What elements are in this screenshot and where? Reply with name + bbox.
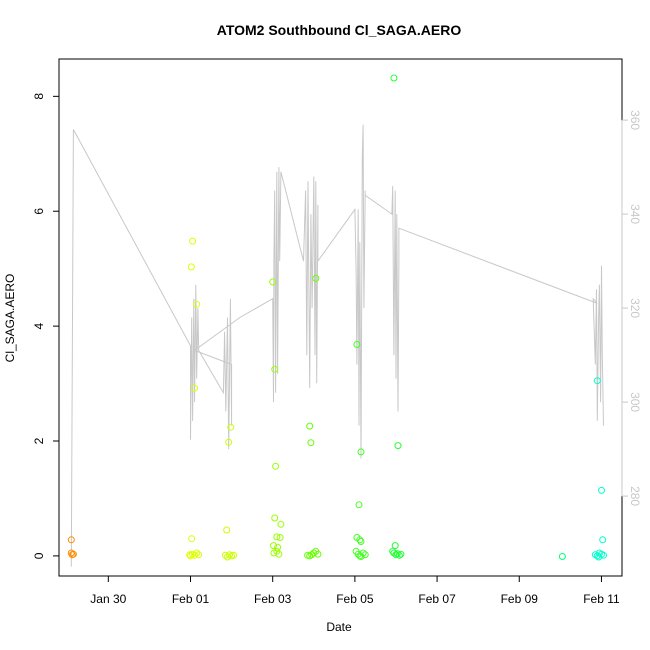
data-point <box>188 535 196 543</box>
data-point <box>277 520 285 528</box>
data-point <box>359 549 367 557</box>
data-point <box>225 438 233 446</box>
data-point <box>593 377 601 385</box>
data-point <box>223 526 231 534</box>
y-tick-label: 6 <box>32 208 46 215</box>
x-axis: Jan 30 Feb 01 Feb 03 Feb 05 Feb 07 Feb 09 Feb … <box>90 575 620 606</box>
data-point <box>599 536 607 544</box>
x-tick-label: Feb 11 <box>583 592 620 606</box>
data-point <box>187 263 195 271</box>
data-point <box>193 549 201 557</box>
data-point <box>355 501 363 509</box>
data-point <box>306 422 314 430</box>
y2-axis: 280 300 320 340 360 <box>621 110 642 506</box>
data-point <box>230 551 238 559</box>
data-point <box>390 74 398 82</box>
data-point <box>191 384 199 392</box>
data-point <box>356 536 364 544</box>
x-tick-label: Feb 07 <box>418 592 456 606</box>
data-point <box>224 553 231 561</box>
data-point <box>193 300 201 308</box>
data-point <box>361 551 369 559</box>
y2-tick-label: 300 <box>628 392 642 412</box>
data-point <box>271 514 279 522</box>
y2-tick-label: 280 <box>628 486 642 506</box>
data-point <box>191 551 199 559</box>
data-point <box>595 553 603 561</box>
data-point <box>227 423 235 431</box>
chart-title: ATOM2 Southbound Cl_SAGA.AERO <box>217 22 462 38</box>
data-point <box>312 274 320 282</box>
data-point <box>187 552 194 560</box>
data-point <box>391 542 399 550</box>
plot-frame <box>58 58 623 577</box>
data-point <box>307 439 315 447</box>
data-point <box>394 442 402 450</box>
data-point <box>272 462 280 470</box>
data-point <box>189 237 197 245</box>
data-point <box>395 551 403 559</box>
data-point <box>397 550 405 558</box>
gray-line-layer <box>70 124 604 567</box>
data-point <box>598 486 605 494</box>
y2-tick-label: 320 <box>628 298 642 318</box>
data-point <box>357 553 365 560</box>
x-tick-label: Feb 05 <box>336 592 374 606</box>
data-point <box>195 551 203 559</box>
data-point <box>275 550 283 558</box>
data-point <box>186 551 194 559</box>
y-tick-label: 2 <box>32 437 46 444</box>
points-layer <box>67 74 607 561</box>
data-point <box>314 550 322 558</box>
data-point <box>558 553 566 560</box>
data-point <box>273 533 281 541</box>
y-tick-label: 0 <box>32 552 46 559</box>
x-tick-label: Feb 01 <box>172 592 210 606</box>
y-tick-label: 8 <box>32 93 46 100</box>
data-point <box>276 534 284 541</box>
y2-tick-label: 360 <box>628 110 642 130</box>
gray-series-line <box>70 124 604 567</box>
data-point <box>67 536 75 544</box>
y-axis: 0 2 4 6 8 <box>32 93 60 559</box>
x-tick-label: Feb 09 <box>501 592 539 606</box>
data-point <box>393 550 401 558</box>
data-point <box>269 278 277 286</box>
data-point <box>357 538 365 545</box>
x-axis-label: Date <box>326 620 352 634</box>
y-tick-label: 4 <box>32 322 46 329</box>
data-point <box>600 551 607 559</box>
data-point <box>69 550 77 558</box>
data-point <box>274 543 282 551</box>
y-axis-label: Cl_SAGA.AERO <box>3 274 17 363</box>
data-point <box>353 341 361 348</box>
data-point <box>310 549 318 557</box>
y2-tick-label: 340 <box>628 204 642 224</box>
data-point <box>270 542 277 550</box>
data-point <box>271 365 279 373</box>
x-tick-label: Jan 30 <box>90 592 126 606</box>
data-point <box>392 551 400 559</box>
data-point <box>357 448 365 456</box>
x-tick-label: Feb 03 <box>254 592 292 606</box>
